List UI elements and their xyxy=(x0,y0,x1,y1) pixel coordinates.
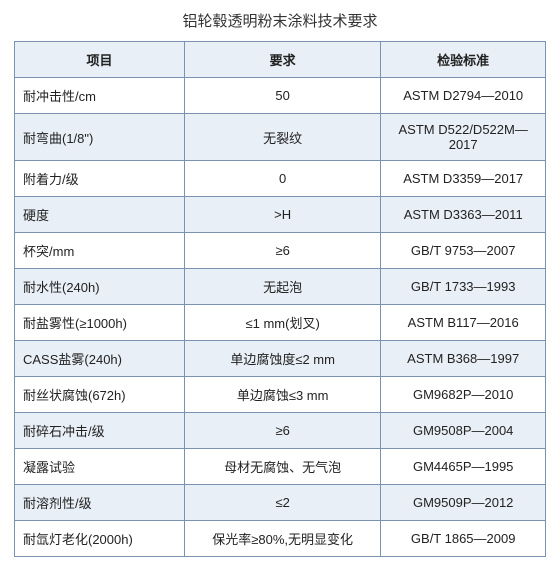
table-body: 耐冲击性/cm50ASTM D2794—2010耐弯曲(1/8")无裂纹ASTM… xyxy=(15,78,546,557)
cell-item: 杯突/mm xyxy=(15,233,185,269)
cell-require: 母材无腐蚀、无气泡 xyxy=(184,449,380,485)
table-row: 耐氙灯老化(2000h)保光率≥80%,无明显变化GB/T 1865—2009 xyxy=(15,521,546,557)
cell-item: 耐丝状腐蚀(672h) xyxy=(15,377,185,413)
cell-require: >H xyxy=(184,197,380,233)
cell-standard: ASTM D522/D522M—2017 xyxy=(381,114,546,161)
cell-standard: GB/T 1865—2009 xyxy=(381,521,546,557)
table-row: 耐盐雾性(≥1000h)≤1 mm(划叉)ASTM B117—2016 xyxy=(15,305,546,341)
cell-standard: ASTM B368—1997 xyxy=(381,341,546,377)
table-row: 耐水性(240h)无起泡GB/T 1733—1993 xyxy=(15,269,546,305)
table-header-row: 项目 要求 检验标准 xyxy=(15,42,546,78)
table-row: 耐溶剂性/级≤2GM9509P—2012 xyxy=(15,485,546,521)
spec-table: 项目 要求 检验标准 耐冲击性/cm50ASTM D2794—2010耐弯曲(1… xyxy=(14,41,546,557)
cell-standard: GB/T 1733—1993 xyxy=(381,269,546,305)
cell-item: 凝露试验 xyxy=(15,449,185,485)
cell-standard: ASTM D3359—2017 xyxy=(381,161,546,197)
table-row: 附着力/级0ASTM D3359—2017 xyxy=(15,161,546,197)
cell-require: 无裂纹 xyxy=(184,114,380,161)
cell-item: 耐盐雾性(≥1000h) xyxy=(15,305,185,341)
cell-standard: ASTM B117—2016 xyxy=(381,305,546,341)
cell-standard: GM9509P—2012 xyxy=(381,485,546,521)
table-row: 耐弯曲(1/8")无裂纹ASTM D522/D522M—2017 xyxy=(15,114,546,161)
table-row: CASS盐雾(240h)单边腐蚀度≤2 mmASTM B368—1997 xyxy=(15,341,546,377)
cell-item: 耐水性(240h) xyxy=(15,269,185,305)
table-row: 凝露试验母材无腐蚀、无气泡GM4465P—1995 xyxy=(15,449,546,485)
col-header-standard: 检验标准 xyxy=(381,42,546,78)
cell-item: 耐氙灯老化(2000h) xyxy=(15,521,185,557)
cell-item: 耐弯曲(1/8") xyxy=(15,114,185,161)
table-row: 耐丝状腐蚀(672h)单边腐蚀≤3 mmGM9682P—2010 xyxy=(15,377,546,413)
cell-require: ≤2 xyxy=(184,485,380,521)
col-header-item: 项目 xyxy=(15,42,185,78)
table-row: 耐冲击性/cm50ASTM D2794—2010 xyxy=(15,78,546,114)
cell-standard: ASTM D3363—2011 xyxy=(381,197,546,233)
page-title: 铝轮毂透明粉末涂料技术要求 xyxy=(14,10,546,31)
cell-item: 附着力/级 xyxy=(15,161,185,197)
cell-item: 耐冲击性/cm xyxy=(15,78,185,114)
table-row: 杯突/mm≥6GB/T 9753—2007 xyxy=(15,233,546,269)
col-header-require: 要求 xyxy=(184,42,380,78)
cell-standard: GM4465P—1995 xyxy=(381,449,546,485)
cell-standard: GM9508P—2004 xyxy=(381,413,546,449)
cell-require: ≤1 mm(划叉) xyxy=(184,305,380,341)
cell-standard: GM9682P—2010 xyxy=(381,377,546,413)
cell-require: ≥6 xyxy=(184,233,380,269)
cell-item: 耐溶剂性/级 xyxy=(15,485,185,521)
cell-require: ≥6 xyxy=(184,413,380,449)
cell-require: 50 xyxy=(184,78,380,114)
cell-require: 保光率≥80%,无明显变化 xyxy=(184,521,380,557)
cell-require: 0 xyxy=(184,161,380,197)
cell-item: 硬度 xyxy=(15,197,185,233)
cell-standard: GB/T 9753—2007 xyxy=(381,233,546,269)
cell-require: 单边腐蚀≤3 mm xyxy=(184,377,380,413)
table-row: 硬度>HASTM D3363—2011 xyxy=(15,197,546,233)
cell-standard: ASTM D2794—2010 xyxy=(381,78,546,114)
cell-require: 单边腐蚀度≤2 mm xyxy=(184,341,380,377)
table-row: 耐碎石冲击/级≥6GM9508P—2004 xyxy=(15,413,546,449)
cell-item: 耐碎石冲击/级 xyxy=(15,413,185,449)
cell-item: CASS盐雾(240h) xyxy=(15,341,185,377)
cell-require: 无起泡 xyxy=(184,269,380,305)
